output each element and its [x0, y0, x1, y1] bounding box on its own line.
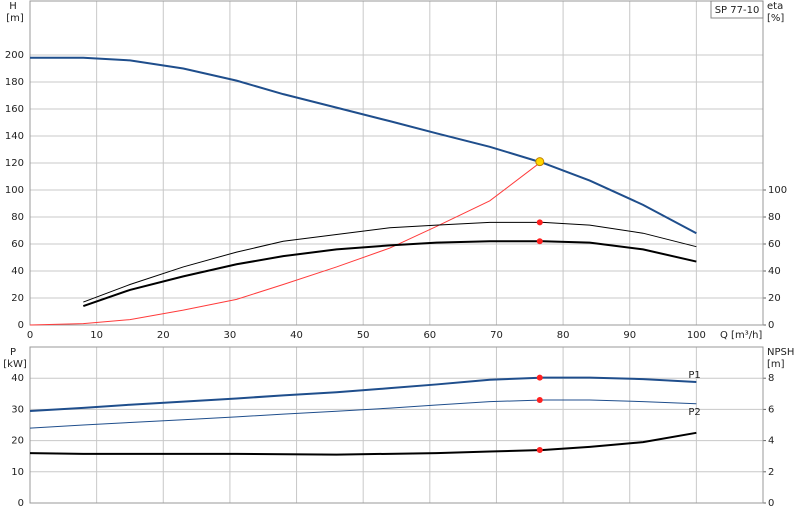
y-axis-label: P — [10, 347, 16, 358]
y2-tick-label: 60 — [768, 239, 781, 250]
y2-tick-label: 0 — [768, 320, 774, 331]
x-tick-label: 10 — [90, 330, 103, 341]
y2-tick-label: 40 — [768, 266, 781, 277]
x-tick-label: 70 — [490, 330, 503, 341]
duty-point — [536, 219, 543, 226]
y2-axis-label: eta — [767, 1, 783, 12]
curve — [30, 56, 697, 235]
y-tick-label: 40 — [11, 373, 24, 384]
duty-point — [535, 157, 545, 167]
curve-label: P1 — [688, 370, 700, 381]
x-tick-label: 40 — [290, 330, 303, 341]
y-tick-label: 0 — [18, 498, 24, 509]
y2-tick-label: 0 — [768, 498, 774, 509]
y2-tick-label: 4 — [768, 436, 774, 447]
plot-frame — [29, 346, 764, 504]
x-tick-label: 80 — [557, 330, 570, 341]
label-box — [710, 0, 764, 19]
y2-axis-unit: [%] — [767, 13, 784, 24]
curve — [29, 399, 697, 429]
y2-tick-label: 100 — [768, 185, 787, 196]
x-tick-label: 0 — [27, 330, 33, 341]
y2-tick-label: 6 — [768, 404, 774, 415]
y-axis-unit: [m] — [6, 13, 24, 24]
y-tick-label: 140 — [5, 131, 24, 142]
curve — [29, 159, 544, 326]
x-tick-label: 20 — [157, 330, 170, 341]
y-axis-label: H — [9, 1, 17, 12]
x-tick-label: 90 — [623, 330, 636, 341]
y-axis-unit: [kW] — [3, 359, 27, 370]
x-tick-label: 30 — [224, 330, 237, 341]
duty-point — [536, 446, 543, 453]
y2-tick-label: 8 — [768, 373, 774, 384]
duty-point — [536, 238, 543, 245]
duty-point — [536, 374, 543, 381]
y-tick-label: 200 — [5, 50, 24, 61]
y2-tick-label: 80 — [768, 212, 781, 223]
x-axis-label: Q [m³/h] — [720, 330, 762, 341]
curve — [82, 240, 697, 308]
y-tick-label: 0 — [18, 320, 24, 331]
y-tick-label: 40 — [11, 266, 24, 277]
y2-tick-label: 2 — [768, 467, 774, 478]
y-tick-label: 100 — [5, 185, 24, 196]
y2-axis-label: NPSH — [767, 347, 794, 358]
duty-point — [536, 397, 543, 404]
curve — [29, 376, 697, 412]
y-tick-label: 10 — [11, 467, 24, 478]
label-box-text: SP 77-10 — [715, 5, 760, 16]
x-tick-label: 50 — [357, 330, 370, 341]
y-tick-label: 80 — [11, 212, 24, 223]
y-tick-label: 20 — [11, 293, 24, 304]
plot-frame — [29, 0, 764, 326]
curve-label: P2 — [688, 407, 700, 418]
x-tick-label: 100 — [687, 330, 706, 341]
y-tick-label: 180 — [5, 77, 24, 88]
curve — [29, 431, 697, 456]
y2-tick-label: 20 — [768, 293, 781, 304]
y-tick-label: 160 — [5, 104, 24, 115]
curve — [83, 221, 697, 303]
x-tick-label: 60 — [423, 330, 436, 341]
y2-axis-unit: [m] — [767, 359, 785, 370]
y-tick-label: 30 — [11, 404, 24, 415]
y-tick-label: 120 — [5, 158, 24, 169]
y-tick-label: 60 — [11, 239, 24, 250]
y-tick-label: 20 — [11, 436, 24, 447]
